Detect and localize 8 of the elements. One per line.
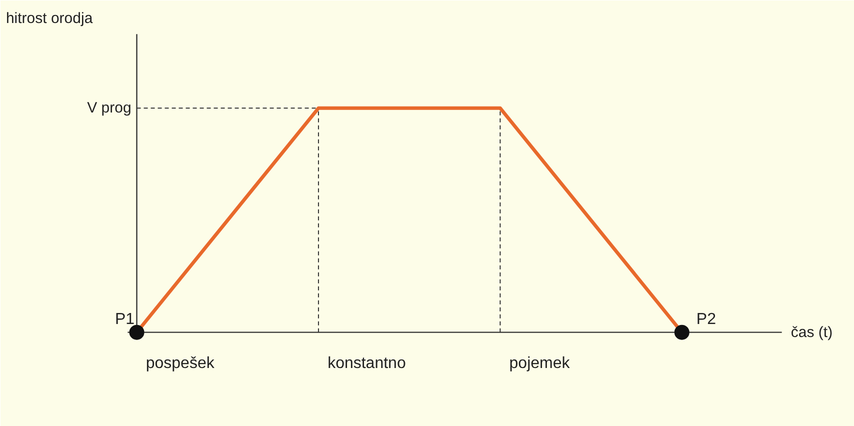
annotation: P1: [114, 310, 135, 328]
text: pospešek: [146, 354, 216, 372]
annotation: P2: [696, 310, 716, 328]
x-axis-title: čas (t): [790, 324, 833, 341]
text: konstantno: [328, 354, 406, 372]
text: pojemek: [509, 354, 571, 372]
text: hitrost orodja: [6, 10, 94, 27]
ref-line-label: V prog: [87, 100, 132, 117]
